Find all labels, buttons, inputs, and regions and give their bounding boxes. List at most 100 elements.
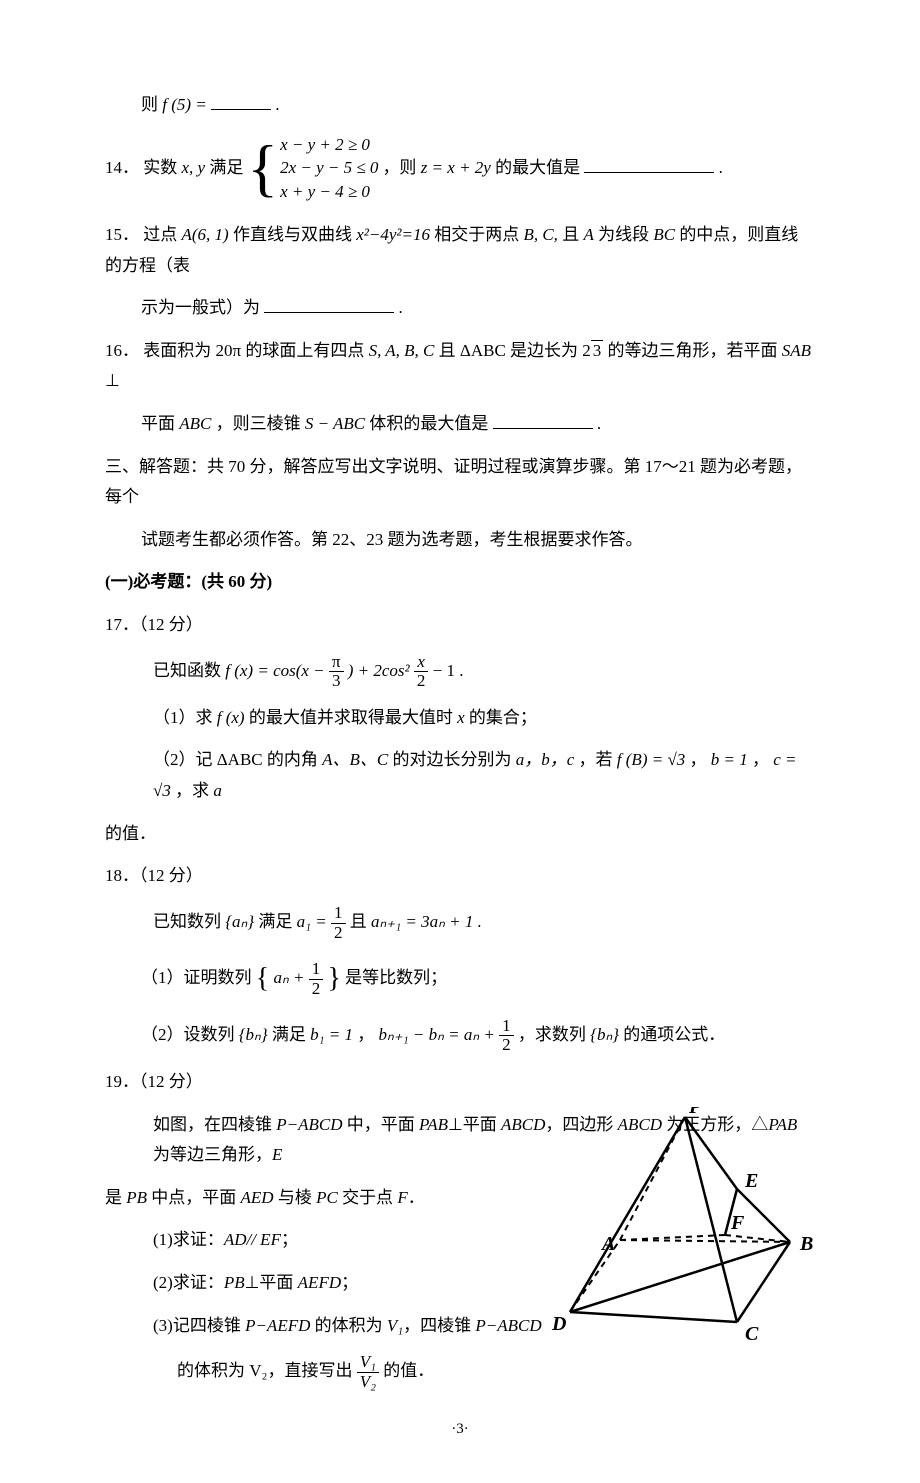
pyramid-icon: PEFABCD bbox=[545, 1107, 825, 1342]
q18-p1: （1）证明数列 { aₙ + 12 } 是等比数列； bbox=[105, 954, 815, 1004]
section3-l1: 三、解答题：共 70 分，解答应写出文字说明、证明过程或演算步骤。第 17～21… bbox=[105, 452, 815, 513]
q17-p1c: 的最大值并求取得最大值时 bbox=[249, 708, 457, 727]
q17-p1d: x bbox=[457, 708, 465, 727]
q18-p2a: （2）设数列 bbox=[141, 1025, 239, 1044]
q17-p2a: （2）记 bbox=[153, 750, 217, 769]
q19-l2b: PB bbox=[126, 1188, 147, 1207]
q17-tail: − 1 . bbox=[433, 661, 464, 680]
q14-sys1: x − y + 2 ≥ 0 bbox=[280, 133, 378, 157]
q15-BC: B, C, bbox=[523, 225, 557, 244]
q17-p2e: 的对边长分别为 bbox=[393, 750, 516, 769]
q18-p2c: 满足 bbox=[272, 1025, 310, 1044]
q17-p2n: a bbox=[213, 781, 222, 800]
q19-l2e: 与棱 bbox=[274, 1188, 317, 1207]
q16-blank bbox=[493, 410, 593, 429]
q18-a1eq: a₁ = bbox=[297, 912, 331, 931]
q18-p2b: {bₙ} bbox=[239, 1025, 268, 1044]
q17-p2g: ，若 bbox=[579, 750, 617, 769]
q19-p2a: (2)求证： bbox=[153, 1273, 224, 1292]
q14-zexpr: z = x + 2y bbox=[421, 158, 491, 177]
q19-num: 19．（12 分） bbox=[105, 1067, 815, 1098]
q16-tri: ΔABC bbox=[460, 341, 506, 360]
q17-p2k: ， bbox=[752, 750, 769, 769]
q19-p4b: 的值． bbox=[383, 1361, 434, 1380]
q19-p1b: AD// EF bbox=[224, 1230, 281, 1249]
q17-p1e: 的集合； bbox=[469, 708, 537, 727]
q16-l2a: 平面 bbox=[141, 414, 179, 433]
q18-p2h: ，求数列 bbox=[518, 1025, 590, 1044]
q18-p2j: 的通项公式． bbox=[623, 1025, 725, 1044]
q18-rec: aₙ₊₁ = 3aₙ + 1 . bbox=[371, 912, 482, 931]
svg-text:A: A bbox=[600, 1233, 615, 1255]
q17-mid1: ) + 2cos² bbox=[348, 661, 414, 680]
q15-l1b: 作直线与双曲线 bbox=[233, 225, 356, 244]
q18-p2: （2）设数列 {bₙ} 满足 b₁ = 1 ， bₙ₊₁ − bₙ = aₙ +… bbox=[105, 1017, 815, 1055]
q17-p2h: f (B) = √3 bbox=[617, 750, 685, 769]
q17-p2j: b = 1 bbox=[711, 750, 748, 769]
q17-frac1: π3 bbox=[329, 653, 344, 691]
svg-text:F: F bbox=[730, 1212, 745, 1234]
q14-satisfies: 满足 bbox=[209, 158, 243, 177]
q19-l2f: PC bbox=[316, 1188, 338, 1207]
q15-pointA: A(6, 1) bbox=[182, 225, 229, 244]
q18-and: 且 bbox=[350, 912, 371, 931]
q18-intro: 已知数列 {aₙ} 满足 a₁ = 12 且 aₙ₊₁ = 3aₙ + 1 . bbox=[105, 904, 815, 942]
q19-l1a: 如图，在四棱锥 bbox=[153, 1115, 276, 1134]
q18-p2-half: 12 bbox=[499, 1017, 514, 1055]
q14-system: { x − y + 2 ≥ 0 2x − y − 5 ≤ 0 x + y − 4… bbox=[247, 133, 378, 204]
q19-p4a: 的体积为 V₂，直接写出 bbox=[177, 1361, 357, 1380]
q17-frac2: x2 bbox=[414, 653, 429, 691]
q17-p2i: ， bbox=[690, 750, 707, 769]
q16-l1b: 的球面上有四点 bbox=[245, 341, 368, 360]
q17-p2b: ΔABC bbox=[217, 750, 263, 769]
q16-l1f: ⊥ bbox=[105, 371, 120, 390]
q14-then: ，则 bbox=[382, 158, 420, 177]
q19-p2b: PB bbox=[224, 1273, 245, 1292]
q14-blank bbox=[584, 154, 714, 173]
page-number: ·3· bbox=[105, 1416, 815, 1443]
q16-plane2: ABC bbox=[179, 414, 211, 433]
q15-l1a: 过点 bbox=[143, 225, 181, 244]
q17-p2d: A、B、C bbox=[322, 750, 388, 769]
q19-p2e: ； bbox=[341, 1273, 358, 1292]
q15-l1d: 且 bbox=[562, 225, 583, 244]
q19-l2i: ． bbox=[408, 1188, 425, 1207]
q16-num: 16． bbox=[105, 341, 139, 360]
q14-period: . bbox=[719, 158, 723, 177]
q17-intro-text: 已知函数 bbox=[153, 661, 225, 680]
q18-p1c: 是等比数列； bbox=[345, 968, 447, 987]
q14-sys3: x + y − 4 ≥ 0 bbox=[280, 180, 378, 204]
q19-vfrac: V₁V₂ bbox=[357, 1353, 379, 1391]
q16-l1d: 是边长为 bbox=[510, 341, 582, 360]
q18-sat: 满足 bbox=[258, 912, 296, 931]
q16-tet: S − ABC bbox=[305, 414, 365, 433]
q19-l2c: 中点，平面 bbox=[147, 1188, 241, 1207]
q17-p2m: ，求 bbox=[175, 781, 213, 800]
q16-l2c: 体积的最大值是 bbox=[369, 414, 488, 433]
q17-p1b: f (x) bbox=[217, 708, 245, 727]
q14-left: 14． 实数 x, y 满足 bbox=[105, 153, 243, 184]
q17-p1: （1）求 f (x) 的最大值并求取得最大值时 x 的集合； bbox=[105, 703, 815, 734]
q14-num: 14． bbox=[105, 158, 139, 177]
q19-l1c: 中，平面 bbox=[343, 1115, 420, 1134]
q16-l1c: 且 bbox=[439, 341, 460, 360]
section3-l2: 试题考生都必须作答。第 22、23 题为选考题，考生根据要求作答。 bbox=[105, 525, 815, 556]
q17-intro: 已知函数 f (x) = cos(x − π3 ) + 2cos² x2 − 1… bbox=[105, 653, 815, 691]
brace-icon: { bbox=[247, 139, 278, 197]
q19-p3a: (3)记四棱锥 bbox=[153, 1316, 245, 1335]
q15-seg: BC bbox=[653, 225, 675, 244]
q14-maxtext: 的最大值是 bbox=[495, 158, 580, 177]
q17-p2f: a，b，c bbox=[516, 750, 575, 769]
q16-l1: 16． 表面积为 20π 的球面上有四点 S, A, B, C 且 ΔABC 是… bbox=[105, 336, 815, 397]
q18-p2f: bₙ₊₁ − bₙ = aₙ + bbox=[379, 1025, 500, 1044]
q15-period: . bbox=[399, 298, 403, 317]
q18-half: 12 bbox=[331, 904, 346, 942]
q18-p2d: b₁ = 1 bbox=[310, 1025, 353, 1044]
q16-l1e: 的等边三角形，若平面 bbox=[608, 341, 782, 360]
q18-p2i: {bₙ} bbox=[590, 1025, 619, 1044]
q15-l2: 示为一般式）为 . bbox=[105, 293, 815, 324]
svg-text:E: E bbox=[744, 1170, 758, 1192]
q17-p3: 的值． bbox=[105, 819, 815, 850]
q18-an: {aₙ} bbox=[225, 912, 254, 931]
q16-l1a: 表面积为 bbox=[143, 341, 215, 360]
